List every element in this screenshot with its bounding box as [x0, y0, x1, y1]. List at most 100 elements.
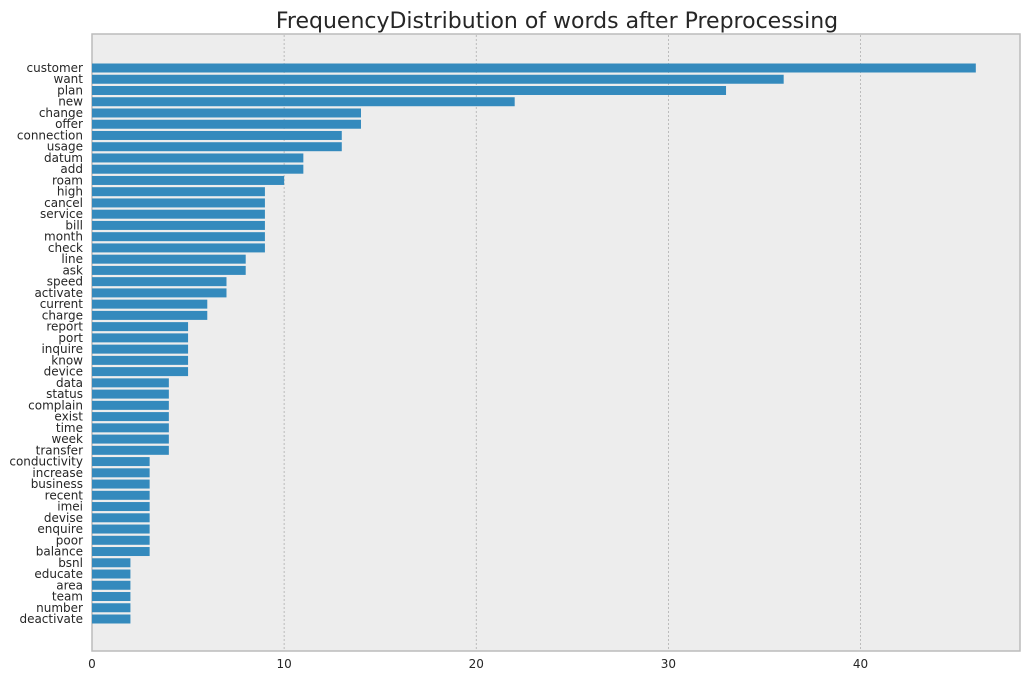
bar-exist: [92, 412, 169, 422]
y-tick-label: line: [61, 252, 83, 266]
y-tick-label: imei: [57, 500, 83, 514]
x-tick-label: 10: [276, 657, 291, 671]
bar-datum: [92, 153, 304, 163]
y-tick-label: time: [56, 421, 83, 435]
chart-title: FrequencyDistribution of words after Pre…: [276, 9, 838, 34]
y-tick-label: ask: [62, 263, 83, 277]
bar-charge: [92, 310, 208, 320]
y-tick-label: bill: [65, 218, 83, 232]
y-tick-label: increase: [32, 466, 83, 480]
y-tick-label: know: [51, 353, 83, 367]
bar-educate: [92, 569, 131, 579]
bar-data: [92, 378, 169, 388]
grid-lines: [283, 35, 861, 650]
bar-check: [92, 243, 265, 253]
bar-transfer: [92, 445, 169, 455]
bar-number: [92, 603, 131, 613]
bar-want: [92, 74, 784, 84]
y-tick-label: recent: [45, 488, 84, 502]
y-tick-label: month: [44, 230, 83, 244]
bar-current: [92, 299, 208, 309]
y-tick-label: new: [58, 95, 83, 109]
bar-usage: [92, 142, 342, 152]
bar-service: [92, 209, 265, 219]
y-tick-label: device: [44, 365, 83, 379]
y-tick-label: educate: [34, 567, 83, 581]
bar-complain: [92, 400, 169, 410]
bar-roam: [92, 175, 285, 185]
y-tick-label: bsnl: [58, 556, 83, 570]
bar-increase: [92, 468, 150, 478]
x-tick-label: 30: [661, 657, 676, 671]
x-tick-label: 0: [88, 657, 96, 671]
y-tick-label: inquire: [41, 342, 83, 356]
bar-deactivate: [92, 614, 131, 624]
y-tick-labels: customerwantplannewchangeofferconnection…: [9, 61, 83, 626]
y-tick-label: exist: [54, 410, 83, 424]
bar-week: [92, 434, 169, 444]
bar-ask: [92, 265, 246, 275]
y-tick-label: number: [36, 601, 83, 615]
y-tick-label: plan: [57, 83, 83, 97]
bar-connection: [92, 130, 342, 140]
y-tick-label: business: [31, 477, 83, 491]
bar-speed: [92, 277, 227, 287]
bar-add: [92, 164, 304, 174]
bar-customer: [92, 63, 976, 73]
bar-bill: [92, 220, 265, 230]
bar-plan: [92, 85, 727, 95]
bar-area: [92, 580, 131, 590]
y-tick-label: conductivity: [9, 455, 83, 469]
y-tick-label: speed: [47, 275, 83, 289]
bar-team: [92, 592, 131, 602]
y-tick-label: service: [40, 207, 83, 221]
y-tick-label: usage: [47, 140, 83, 154]
y-tick-label: offer: [55, 117, 83, 131]
y-tick-label: customer: [26, 61, 83, 75]
y-tick-label: high: [57, 185, 83, 199]
y-tick-label: cancel: [44, 196, 83, 210]
bar-new: [92, 97, 515, 107]
y-tick-label: activate: [34, 286, 83, 300]
bar-enquire: [92, 524, 150, 534]
bars: [92, 63, 976, 624]
y-tick-label: change: [39, 106, 83, 120]
bar-device: [92, 367, 189, 377]
y-tick-label: area: [56, 578, 83, 592]
y-tick-label: current: [40, 297, 84, 311]
bar-devise: [92, 513, 150, 523]
y-tick-label: add: [60, 162, 83, 176]
y-tick-label: report: [46, 320, 83, 334]
bar-balance: [92, 547, 150, 557]
bar-high: [92, 187, 265, 197]
bar-port: [92, 333, 189, 343]
bar-business: [92, 479, 150, 489]
bar-bsnl: [92, 558, 131, 568]
y-tick-label: transfer: [36, 443, 83, 457]
bar-time: [92, 423, 169, 433]
y-tick-label: status: [46, 387, 83, 401]
y-tick-label: roam: [52, 173, 83, 187]
bar-month: [92, 232, 265, 242]
bar-change: [92, 108, 361, 118]
x-tick-labels: 0 10 20 30 40: [88, 657, 868, 671]
y-tick-label: charge: [42, 308, 83, 322]
bar-activate: [92, 288, 227, 298]
y-tick-label: deactivate: [19, 612, 83, 626]
bar-cancel: [92, 198, 265, 208]
bar-imei: [92, 502, 150, 512]
bar-recent: [92, 490, 150, 500]
y-tick-label: poor: [56, 533, 83, 547]
y-tick-label: balance: [36, 545, 83, 559]
y-tick-label: port: [58, 331, 83, 345]
bar-know: [92, 355, 189, 365]
y-tick-label: complain: [28, 398, 83, 412]
bar-inquire: [92, 344, 189, 354]
x-tick-label: 20: [469, 657, 484, 671]
bar-poor: [92, 535, 150, 545]
y-tick-label: enquire: [37, 522, 83, 536]
y-tick-label: devise: [44, 511, 83, 525]
y-tick-label: week: [51, 432, 83, 446]
bar-status: [92, 389, 169, 399]
